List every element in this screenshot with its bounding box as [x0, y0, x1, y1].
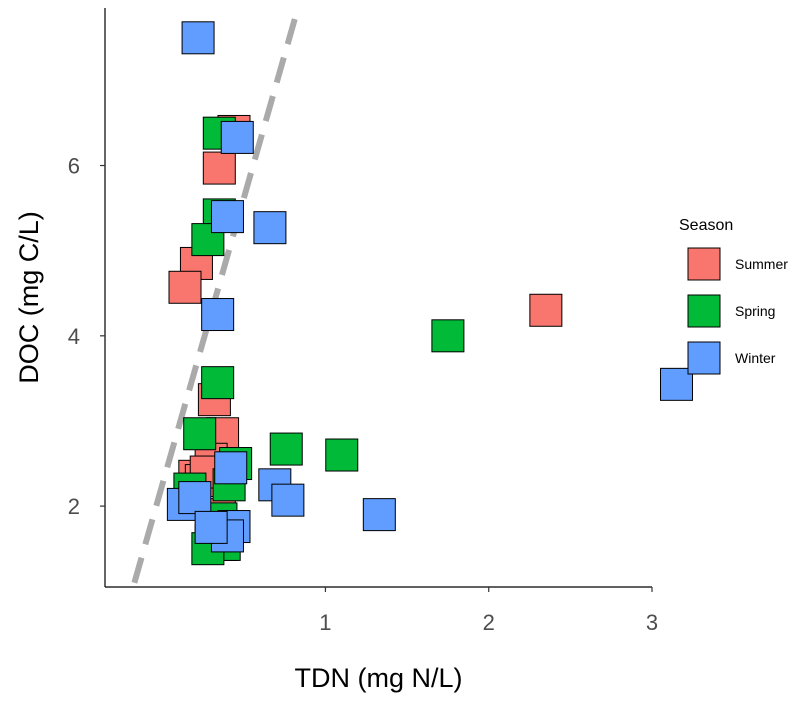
x-tick-label: 3: [646, 610, 658, 635]
legend-items: Summer Spring Winter: [687, 247, 788, 375]
reference-line: [131, 8, 301, 584]
data-point-spring: [201, 366, 235, 400]
data-point-summer: [529, 293, 563, 327]
data-point-winter: [214, 451, 248, 485]
legend-label-winter: Winter: [735, 350, 776, 366]
data-point-winter: [210, 200, 244, 234]
y-axis-title: DOC (mg C/L): [14, 211, 44, 384]
x-tick-label: 2: [483, 610, 495, 635]
x-axis-title: TDN (mg N/L): [295, 663, 463, 693]
data-point-spring: [183, 417, 217, 451]
y-tick-label: 4: [68, 324, 80, 349]
data-point-winter: [659, 367, 693, 401]
data-point-winter: [178, 481, 212, 515]
data-point-spring: [431, 319, 465, 353]
y-axis-ticks: 2 4 6: [68, 154, 105, 519]
data-point-winter: [362, 498, 396, 532]
legend-key-summer: [687, 247, 721, 281]
data-point-winter: [220, 120, 254, 154]
legend: Season Summer Spring Winter: [679, 217, 788, 375]
data-point-spring: [325, 438, 359, 472]
axes: 1 2 3 2 4 6: [68, 8, 658, 635]
x-tick-label: 1: [319, 610, 331, 635]
data-points: [166, 21, 693, 566]
y-tick-label: 2: [68, 494, 80, 519]
legend-key-spring: [687, 294, 721, 328]
y-tick-label: 6: [68, 154, 80, 179]
data-point-winter: [194, 510, 228, 544]
data-point-summer: [202, 151, 236, 185]
legend-title: Season: [679, 217, 733, 234]
series-winter: [166, 21, 693, 553]
data-point-winter: [271, 483, 305, 517]
data-point-spring: [269, 432, 303, 466]
x-axis-ticks: 1 2 3: [319, 587, 658, 635]
data-point-winter: [253, 211, 287, 245]
plot-area: [131, 8, 693, 584]
data-point-winter: [201, 298, 235, 332]
data-point-winter: [181, 21, 215, 55]
legend-label-summer: Summer: [735, 256, 788, 272]
data-point-summer: [168, 270, 202, 304]
legend-key-winter: [687, 341, 721, 375]
legend-label-spring: Spring: [735, 303, 775, 319]
